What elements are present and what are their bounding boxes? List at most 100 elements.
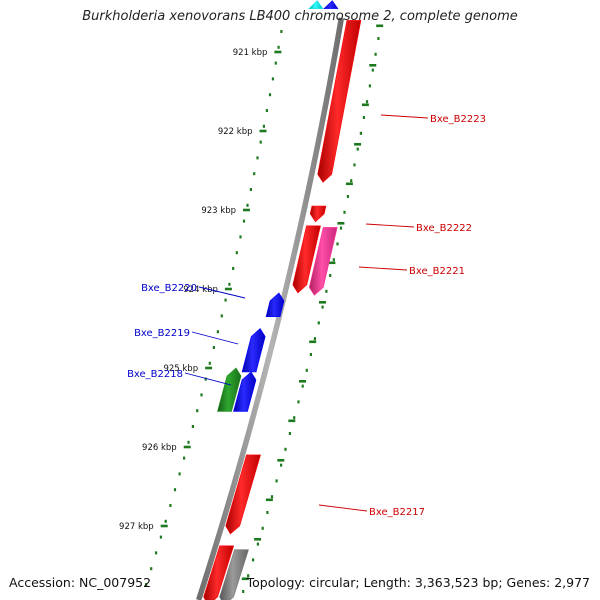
ruler-dash	[265, 498, 273, 502]
ruler-dot	[232, 267, 235, 270]
ruler-dot	[239, 235, 242, 239]
ruler-dot	[246, 203, 249, 207]
ruler-dot	[356, 147, 359, 151]
gene-label-Bxe_B2220[interactable]: Bxe_B2220	[141, 283, 197, 294]
ruler-dash	[376, 24, 384, 28]
ruler-tick	[259, 129, 267, 133]
ruler-dot	[321, 305, 324, 309]
leader-line	[191, 331, 239, 345]
ruler-dot	[204, 377, 207, 381]
ruler-dot	[220, 314, 223, 318]
gene-arrow-Bxe_B2218-b[interactable]	[217, 367, 242, 412]
ruler-dot	[284, 447, 287, 451]
ruler-dot	[339, 226, 343, 230]
gene-label-Bxe_B2219[interactable]: Bxe_B2219	[134, 328, 190, 339]
gene-arrow-Bxe_B2223[interactable]	[317, 20, 362, 183]
gene-label-Bxe_B2218[interactable]: Bxe_B2218	[127, 369, 183, 380]
gene-labels: Bxe_B2223 Bxe_B2222 Bxe_B2221 Bxe_B2220 Bxe_…	[127, 114, 486, 518]
ruler-dash	[254, 538, 262, 541]
ruler-dot	[374, 52, 377, 56]
ruler-dot	[178, 472, 181, 476]
ruler-dot	[297, 400, 300, 404]
ruler-dash	[345, 182, 353, 186]
ruler-dot	[216, 330, 219, 334]
ruler-dot	[247, 574, 250, 578]
ruler-dash	[309, 340, 317, 344]
kbp-tick-label: 922 kbp	[218, 127, 253, 137]
gene-arrow-edge-reverse-2[interactable]	[323, 0, 339, 10]
gene-arrow-edge-reverse-1[interactable]	[308, 0, 324, 10]
gene-label-Bxe_B2221[interactable]: Bxe_B2221	[409, 266, 465, 277]
ruler-tick	[205, 366, 213, 370]
ruler-tick	[224, 287, 232, 291]
gene-arrow-Bxe_B2219[interactable]	[241, 328, 266, 373]
gene-arrow-Bxe_B2221-a[interactable]	[292, 225, 321, 294]
ruler-dot	[313, 337, 316, 341]
gene-track	[203, 0, 362, 600]
ruler-dash	[369, 64, 377, 67]
map-title: Burkholderia xenovorans LB400 chromosome…	[82, 9, 518, 24]
gene-arrow-Bxe_B2217[interactable]	[225, 454, 261, 535]
kbp-tick-label: 923 kbp	[201, 206, 236, 216]
ruler-dot	[275, 479, 278, 483]
ruler-dot	[343, 210, 346, 214]
ruler-dot	[224, 298, 227, 302]
ruler-dot	[353, 163, 356, 167]
ruler-dash	[328, 261, 336, 265]
gene-arrow-next-forward[interactable]	[203, 545, 235, 600]
leader-line	[198, 286, 246, 299]
ruler-dash	[277, 459, 285, 462]
ruler-dot	[242, 219, 246, 223]
ruler-dash	[319, 301, 326, 304]
ruler-dash	[354, 143, 362, 146]
accession-text: Accession: NC_007952	[9, 575, 152, 590]
ruler-dash	[337, 222, 345, 225]
ruler-dot	[350, 179, 353, 183]
gene-arrow-Bxe_B2221[interactable]	[308, 227, 338, 296]
leader-line	[380, 114, 429, 119]
ruler-dot	[228, 282, 231, 286]
ruler-dot	[280, 30, 283, 33]
ruler-dot	[169, 504, 172, 507]
gene-label-Bxe_B2223[interactable]: Bxe_B2223	[430, 114, 486, 125]
ruler-dot	[293, 416, 296, 420]
ruler-dot	[277, 45, 280, 49]
ruler-dot	[329, 274, 332, 277]
ruler-dot	[183, 456, 186, 460]
ruler-dot	[280, 463, 283, 467]
ruler-dot	[235, 251, 238, 255]
ruler-dot	[208, 361, 211, 365]
ruler-dot	[270, 495, 274, 499]
gene-arrow-Bxe_B2220[interactable]	[265, 292, 285, 318]
ruler-tick	[243, 208, 250, 212]
kbp-ruler: 921 kbp 922 kbp 923 kbp 924 kbp 925 kbp 926 k…	[119, 24, 384, 593]
ruler-tick	[160, 524, 168, 528]
gene-arrow-Bxe_B2222[interactable]	[309, 205, 327, 223]
ruler-dot	[325, 289, 328, 293]
ruler-dot	[271, 77, 274, 81]
kbp-tick-label: 927 kbp	[119, 522, 154, 532]
gene-arrow-next-other[interactable]	[219, 549, 249, 600]
ruler-dot	[253, 172, 256, 176]
ruler-dot	[212, 346, 215, 349]
ruler-dash	[288, 419, 296, 423]
gene-label-Bxe_B2222[interactable]: Bxe_B2222	[416, 223, 472, 234]
ruler-dot	[150, 567, 153, 571]
ruler-tick	[183, 445, 191, 449]
ruler-dot	[309, 353, 312, 356]
gene-arrow-Bxe_B2218[interactable]	[233, 371, 257, 412]
ruler-dot	[164, 519, 167, 523]
ruler-dot	[362, 116, 365, 119]
ruler-dot	[155, 551, 158, 555]
ruler-dot	[259, 140, 262, 144]
kbp-tick-label: 924 kbp	[183, 285, 218, 295]
leader-line	[358, 266, 408, 271]
ruler-dash	[241, 577, 249, 581]
ruler-tick	[274, 50, 282, 54]
ruler-dot	[262, 124, 265, 128]
ruler-dot	[256, 542, 259, 546]
ruler-dot	[371, 68, 374, 72]
kbp-tick-label: 926 kbp	[142, 443, 177, 453]
gene-label-Bxe_B2217[interactable]: Bxe_B2217	[369, 507, 425, 518]
